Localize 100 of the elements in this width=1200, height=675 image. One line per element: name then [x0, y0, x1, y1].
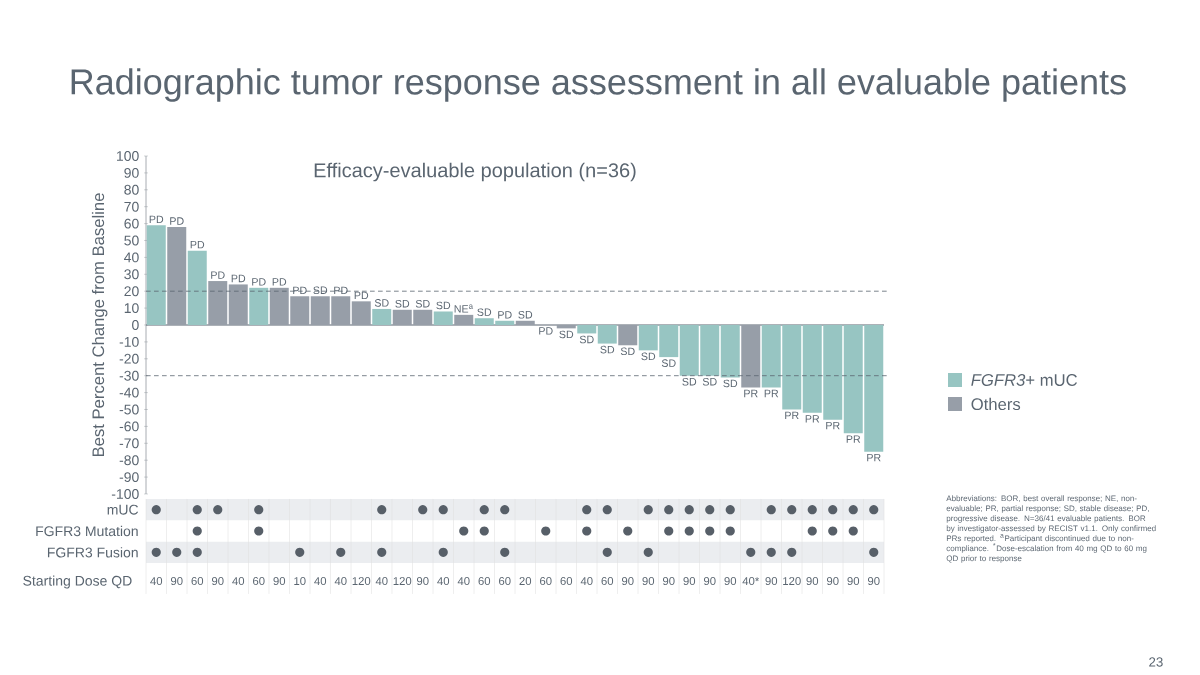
legend-label: FGFR3+ mUC: [971, 374, 1078, 386]
y-tick-label: 0: [132, 320, 139, 330]
text: ●: [684, 526, 694, 536]
y-tick-label: -90: [119, 472, 139, 483]
text: ●: [828, 505, 838, 515]
y-tick-label: -10: [119, 336, 139, 347]
text: ●: [828, 526, 838, 536]
text: ●: [418, 505, 428, 515]
text: ●: [500, 505, 510, 515]
text: ●: [643, 505, 653, 515]
text: ●: [254, 505, 264, 515]
x-tick-label: 40: [232, 577, 245, 586]
data-label: PD: [231, 274, 246, 283]
bar: [146, 225, 166, 325]
x-axis-title: Starting Dose QD: [23, 575, 132, 589]
text: ●: [151, 505, 161, 515]
chart-subtitle: Efficacy-evaluable population (n=36): [314, 162, 636, 182]
text: ●: [582, 526, 592, 536]
y-tick-label: 30: [124, 269, 139, 280]
text: ●: [295, 547, 305, 557]
text: ●: [602, 547, 612, 557]
data-label: PD: [170, 217, 184, 225]
data-label: SD: [559, 330, 574, 339]
y-tick-label: -100: [111, 489, 139, 499]
y-tick-label: -30: [119, 370, 139, 381]
text: ●: [787, 547, 797, 557]
y-tick-label: 90: [124, 167, 139, 178]
text: ●: [500, 547, 510, 557]
x-tick-label: 90: [806, 577, 819, 586]
data-label: SD: [415, 299, 430, 308]
x-tick-label: 90: [765, 577, 778, 586]
bar: [372, 308, 392, 325]
x-tick-label: 120: [783, 577, 801, 586]
y-tick-label: -50: [119, 404, 139, 415]
data-label: PD: [211, 271, 225, 279]
x-tick-label: 90: [662, 577, 675, 586]
data-label: PR: [867, 454, 881, 462]
text: ●: [869, 547, 879, 557]
y-tick-label: 40: [124, 252, 139, 263]
bar: [351, 301, 371, 325]
text: ●: [766, 505, 776, 515]
text: ●: [848, 526, 858, 536]
data-label: PD: [354, 291, 369, 300]
text: ●: [151, 547, 161, 557]
data-label: PD: [272, 278, 287, 286]
data-label: PR: [826, 421, 840, 430]
y-tick-label: -70: [119, 438, 139, 449]
x-tick-label: 40: [437, 577, 450, 586]
data-label: SD: [641, 352, 656, 361]
data-label: SD: [374, 299, 389, 307]
bar: [167, 226, 187, 325]
text: ●: [725, 526, 735, 536]
text: ●: [664, 505, 674, 515]
x-tick-label: 60: [540, 577, 552, 586]
text: ●: [705, 526, 715, 536]
x-tick-label: 90: [683, 577, 696, 586]
y-tick-label: 10: [124, 303, 139, 314]
text: ●: [377, 547, 387, 557]
text: ●: [807, 526, 817, 536]
y-tick-label: 60: [124, 218, 139, 229]
data-label: SD: [682, 377, 697, 386]
text: ●: [377, 505, 387, 515]
chart-title: Radiographic tumor response assessment in all evaluable patients: [71, 68, 1126, 102]
x-tick-label: 90: [170, 577, 183, 586]
x-tick-label: 60: [601, 577, 614, 586]
bar: [187, 250, 207, 325]
data-label: PD: [293, 286, 307, 294]
text: ●: [664, 526, 674, 536]
data-label: SD: [579, 335, 594, 344]
bar: [618, 324, 638, 346]
text: ●: [192, 505, 202, 515]
text: ●: [459, 526, 469, 536]
x-tick-label: 90: [826, 577, 839, 586]
text: ●: [725, 505, 735, 515]
y-tick-label: FGFR3 Mutation: [36, 525, 138, 537]
data-label: PR: [744, 389, 758, 398]
x-tick-label: 90: [703, 577, 716, 586]
x-tick-label: 90: [211, 577, 224, 586]
data-label: SD: [436, 301, 451, 310]
text: ●: [684, 505, 694, 515]
x-tick-label: 90: [416, 577, 429, 586]
text: ●: [766, 547, 776, 557]
text: ●: [807, 505, 817, 515]
text: ●: [192, 547, 202, 557]
bar: [741, 324, 761, 388]
data-label: PD: [149, 215, 164, 224]
x-tick-label: 40: [150, 577, 163, 586]
data-label: PD: [334, 286, 348, 294]
x-tick-label: 40: [314, 577, 327, 586]
x-tick-label: 60: [499, 577, 511, 586]
text: ●: [479, 526, 489, 536]
y-tick-label: -40: [119, 387, 139, 398]
bar: [597, 324, 617, 344]
x-tick-label: 90: [273, 577, 286, 586]
bar: [249, 287, 269, 325]
text: ●: [479, 505, 489, 515]
text: ●: [787, 505, 797, 515]
x-tick-label: 60: [191, 577, 204, 586]
text: ●: [336, 547, 346, 557]
y-tick-label: -20: [119, 353, 139, 364]
